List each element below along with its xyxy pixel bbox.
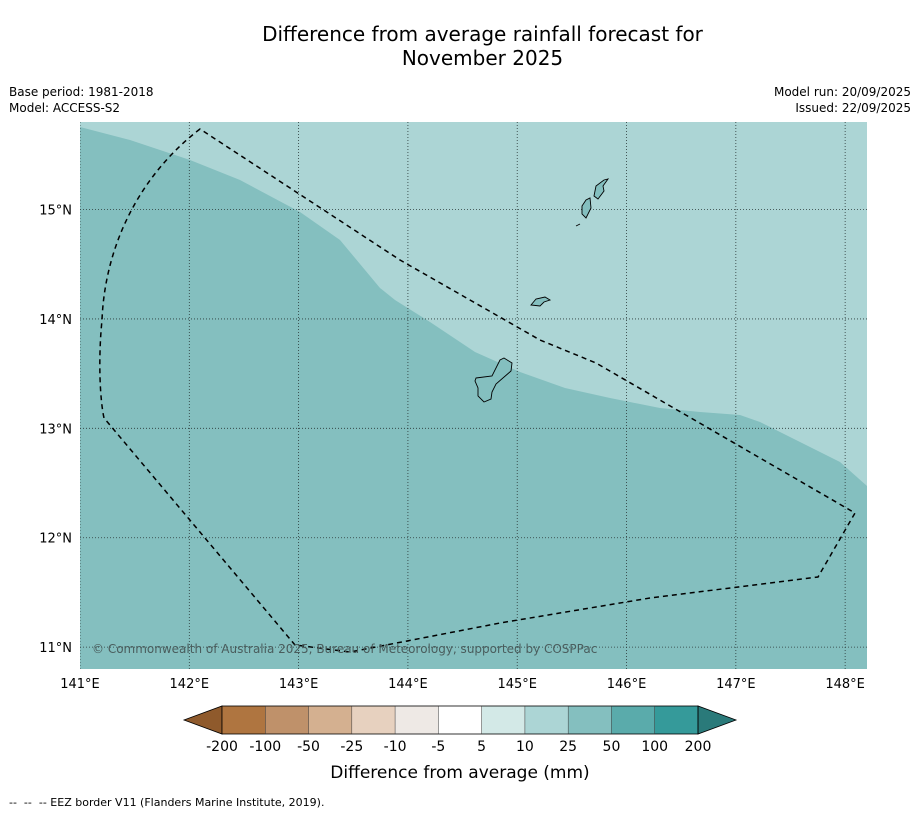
- island-rota-icon: [530, 296, 552, 307]
- colorbar-segment: [524, 706, 569, 734]
- colorbar-tick-label: -10: [384, 739, 407, 755]
- latitude-tick-label: 14°N: [39, 313, 72, 328]
- colorbar-segment: [654, 706, 698, 734]
- colorbar: [182, 705, 738, 735]
- colorbar-segment: [481, 706, 525, 734]
- title-line-2: November 2025: [401, 46, 564, 70]
- colorbar-tick-label: -200: [206, 739, 238, 755]
- copyright-text: © Commonwealth of Australia 2025, Bureau…: [92, 642, 597, 656]
- island-tinian-icon: [581, 197, 592, 219]
- islands: [474, 178, 610, 403]
- longitude-labels: 141°E 142°E 143°E 144°E 145°E 146°E 147°E 148°E: [60, 677, 865, 692]
- longitude-tick-label: 146°E: [607, 677, 647, 692]
- colorbar-tick-label: 50: [603, 739, 621, 755]
- longitude-tick-label: 141°E: [60, 677, 100, 692]
- latitude-tick-label: 12°N: [39, 532, 72, 547]
- title-line-1: Difference from average rainfall forecas…: [262, 22, 703, 46]
- colorbar-tick-label: 10: [516, 739, 534, 755]
- island-saipan-icon: [593, 178, 610, 200]
- colorbar-segment: [222, 706, 266, 734]
- colorbar-tick-label: -5: [431, 739, 445, 755]
- island-aguijan-icon: [575, 223, 581, 227]
- colorbar-segment: [438, 706, 482, 734]
- map-panel: [80, 122, 867, 669]
- colorbar-labels: -200 -100 -50 -25 -10 -5 5 10 25 50 100 200: [206, 739, 711, 755]
- eez-footnote: -- -- -- EEZ border V11 (Flanders Marine…: [9, 796, 325, 809]
- model-run: Model run: 20/09/2025: [773, 85, 911, 99]
- colorbar-segment: [611, 706, 655, 734]
- colorbar-segment: [395, 706, 439, 734]
- colorbar-tick-label: 25: [559, 739, 577, 755]
- island-guam-icon: [474, 357, 513, 403]
- colorbar-segment: [351, 706, 396, 734]
- latitude-tick-label: 15°N: [39, 204, 72, 219]
- longitude-tick-label: 145°E: [497, 677, 537, 692]
- latitude-labels: 15°N 14°N 13°N 12°N 11°N: [39, 204, 72, 657]
- eez-border-icon: [99, 128, 857, 653]
- meta-right: Model run: 20/09/2025 Issued: 22/09/2025: [774, 84, 911, 116]
- grid-lines: [80, 122, 867, 669]
- meta-left: Base period: 1981-2018 Model: ACCESS-S2: [9, 84, 154, 116]
- colorbar-title: Difference from average (mm): [330, 763, 589, 783]
- colorbar-segment: [265, 706, 309, 734]
- colorbar-tick-label: 100: [641, 739, 668, 755]
- longitude-tick-label: 147°E: [716, 677, 756, 692]
- issued-date: Issued: 22/09/2025: [795, 101, 911, 115]
- colorbar-tick-label: -50: [297, 739, 320, 755]
- longitude-tick-label: 148°E: [825, 677, 865, 692]
- colorbar-tick-label: 5: [477, 739, 486, 755]
- colorbar-extend-low: [182, 705, 223, 735]
- colorbar-tick-label: -25: [340, 739, 363, 755]
- colorbar-frame: [221, 705, 699, 735]
- colorbar-tick-label: 200: [685, 739, 712, 755]
- colorbar-extend-high: [697, 705, 738, 735]
- colorbar-segment: [308, 706, 352, 734]
- base-period: Base period: 1981-2018: [9, 85, 154, 99]
- longitude-tick-label: 143°E: [279, 677, 319, 692]
- latitude-tick-label: 11°N: [39, 641, 72, 656]
- chart-title: Difference from average rainfall forecas…: [0, 22, 919, 70]
- rainfall-zone-25-50: [80, 127, 867, 669]
- model-name: Model: ACCESS-S2: [9, 101, 121, 115]
- latitude-tick-label: 13°N: [39, 422, 72, 437]
- longitude-tick-label: 144°E: [388, 677, 428, 692]
- longitude-tick-label: 142°E: [170, 677, 210, 692]
- colorbar-tick-label: -100: [249, 739, 281, 755]
- colorbar-segment: [568, 706, 612, 734]
